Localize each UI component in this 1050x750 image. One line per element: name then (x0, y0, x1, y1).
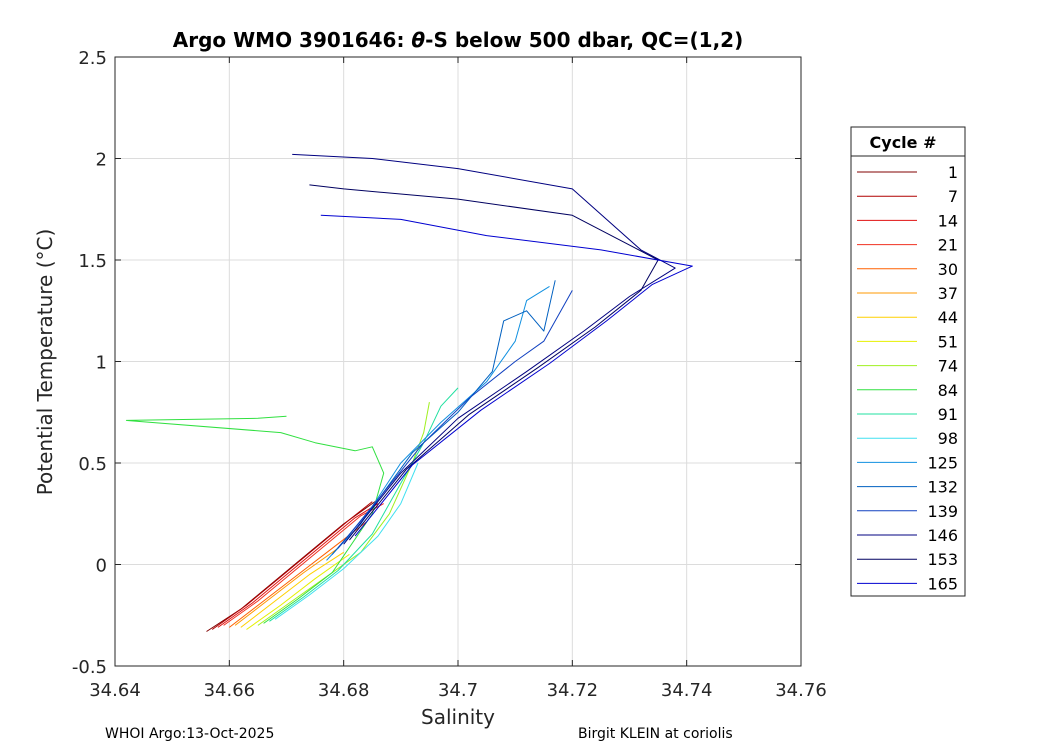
series-line-146 (292, 153, 676, 545)
chart-title: Argo WMO 3901646: θ-S below 500 dbar, QC… (173, 28, 743, 52)
x-axis-label: Salinity (421, 705, 495, 729)
theta-symbol: θ (411, 28, 425, 52)
x-tick-label: 34.68 (318, 680, 370, 701)
series-line-51 (246, 553, 350, 630)
series-line-91 (269, 387, 459, 622)
x-tick-label: 34.64 (89, 680, 141, 701)
legend-entry-label: 21 (938, 236, 958, 255)
y-tick-label: 1 (96, 353, 107, 374)
legend-entry-label: 125 (927, 453, 958, 472)
legend-entry-label: 139 (927, 502, 958, 521)
footer-left: WHOI Argo:13-Oct-2025 (105, 726, 275, 742)
series-line-7 (211, 501, 373, 630)
series-line-44 (240, 551, 344, 628)
y-tick-label: 0 (96, 556, 107, 577)
legend-title: Cycle # (870, 133, 937, 152)
series-line-98 (274, 462, 419, 620)
footer-right: Birgit KLEIN at coriolis (578, 726, 733, 742)
series-line-139 (337, 290, 573, 549)
legend-entry-label: 132 (927, 478, 958, 497)
legend-entry-label: 91 (938, 405, 958, 424)
x-tick-label: 34.7 (438, 680, 478, 701)
y-tick-label: -0.5 (72, 657, 107, 678)
legend-entry-label: 44 (938, 308, 958, 327)
series-layer (125, 153, 693, 632)
x-tick-label: 34.76 (775, 680, 827, 701)
y-tick-labels: -0.5 0 0.5 1 1.5 2 2.5 (72, 48, 107, 678)
y-tick-label: 0.5 (78, 454, 107, 475)
legend-entry-label: 146 (927, 526, 958, 545)
series-line-153 (309, 184, 659, 541)
series-line-14 (217, 503, 379, 628)
y-axis-label: Potential Temperature (°C) (33, 229, 57, 496)
series-line-84 (125, 415, 385, 624)
legend: Cycle # 17142130374451748491981251321391… (850, 126, 966, 597)
series-line-30 (228, 521, 367, 628)
series-line-37 (234, 547, 339, 626)
series-line-21 (223, 503, 384, 626)
series-line-165 (320, 214, 693, 537)
y-tick-label: 2 (96, 150, 107, 171)
legend-entry-label: 153 (927, 550, 958, 569)
legend-entry-label: 7 (948, 187, 958, 206)
legend-entry-label: 1 (948, 163, 958, 182)
y-tick-label: 2.5 (78, 48, 107, 69)
x-tick-label: 34.74 (661, 680, 713, 701)
legend-entry-label: 165 (927, 574, 958, 593)
legend-entry-label: 98 (938, 429, 958, 448)
legend-entry-label: 14 (938, 211, 958, 230)
y-tick-label: 1.5 (78, 251, 107, 272)
legend-entry-label: 30 (938, 260, 958, 279)
tick-marks (114, 56, 802, 667)
x-tick-label: 34.66 (204, 680, 256, 701)
x-tick-labels: 34.64 34.66 34.68 34.7 34.72 34.74 34.76 (89, 680, 827, 701)
legend-entry-label: 84 (938, 381, 958, 400)
legend-items: 1 7 14 21 30 37 44 51 74 84 91 98 125 132 139 146 153 165 (857, 163, 958, 593)
series-line-74 (257, 402, 430, 626)
legend-entry-label: 51 (938, 332, 958, 351)
legend-entry-label: 74 (938, 357, 958, 376)
x-tick-label: 34.72 (547, 680, 599, 701)
legend-box (850, 126, 966, 597)
legend-entry-label: 37 (938, 284, 958, 303)
